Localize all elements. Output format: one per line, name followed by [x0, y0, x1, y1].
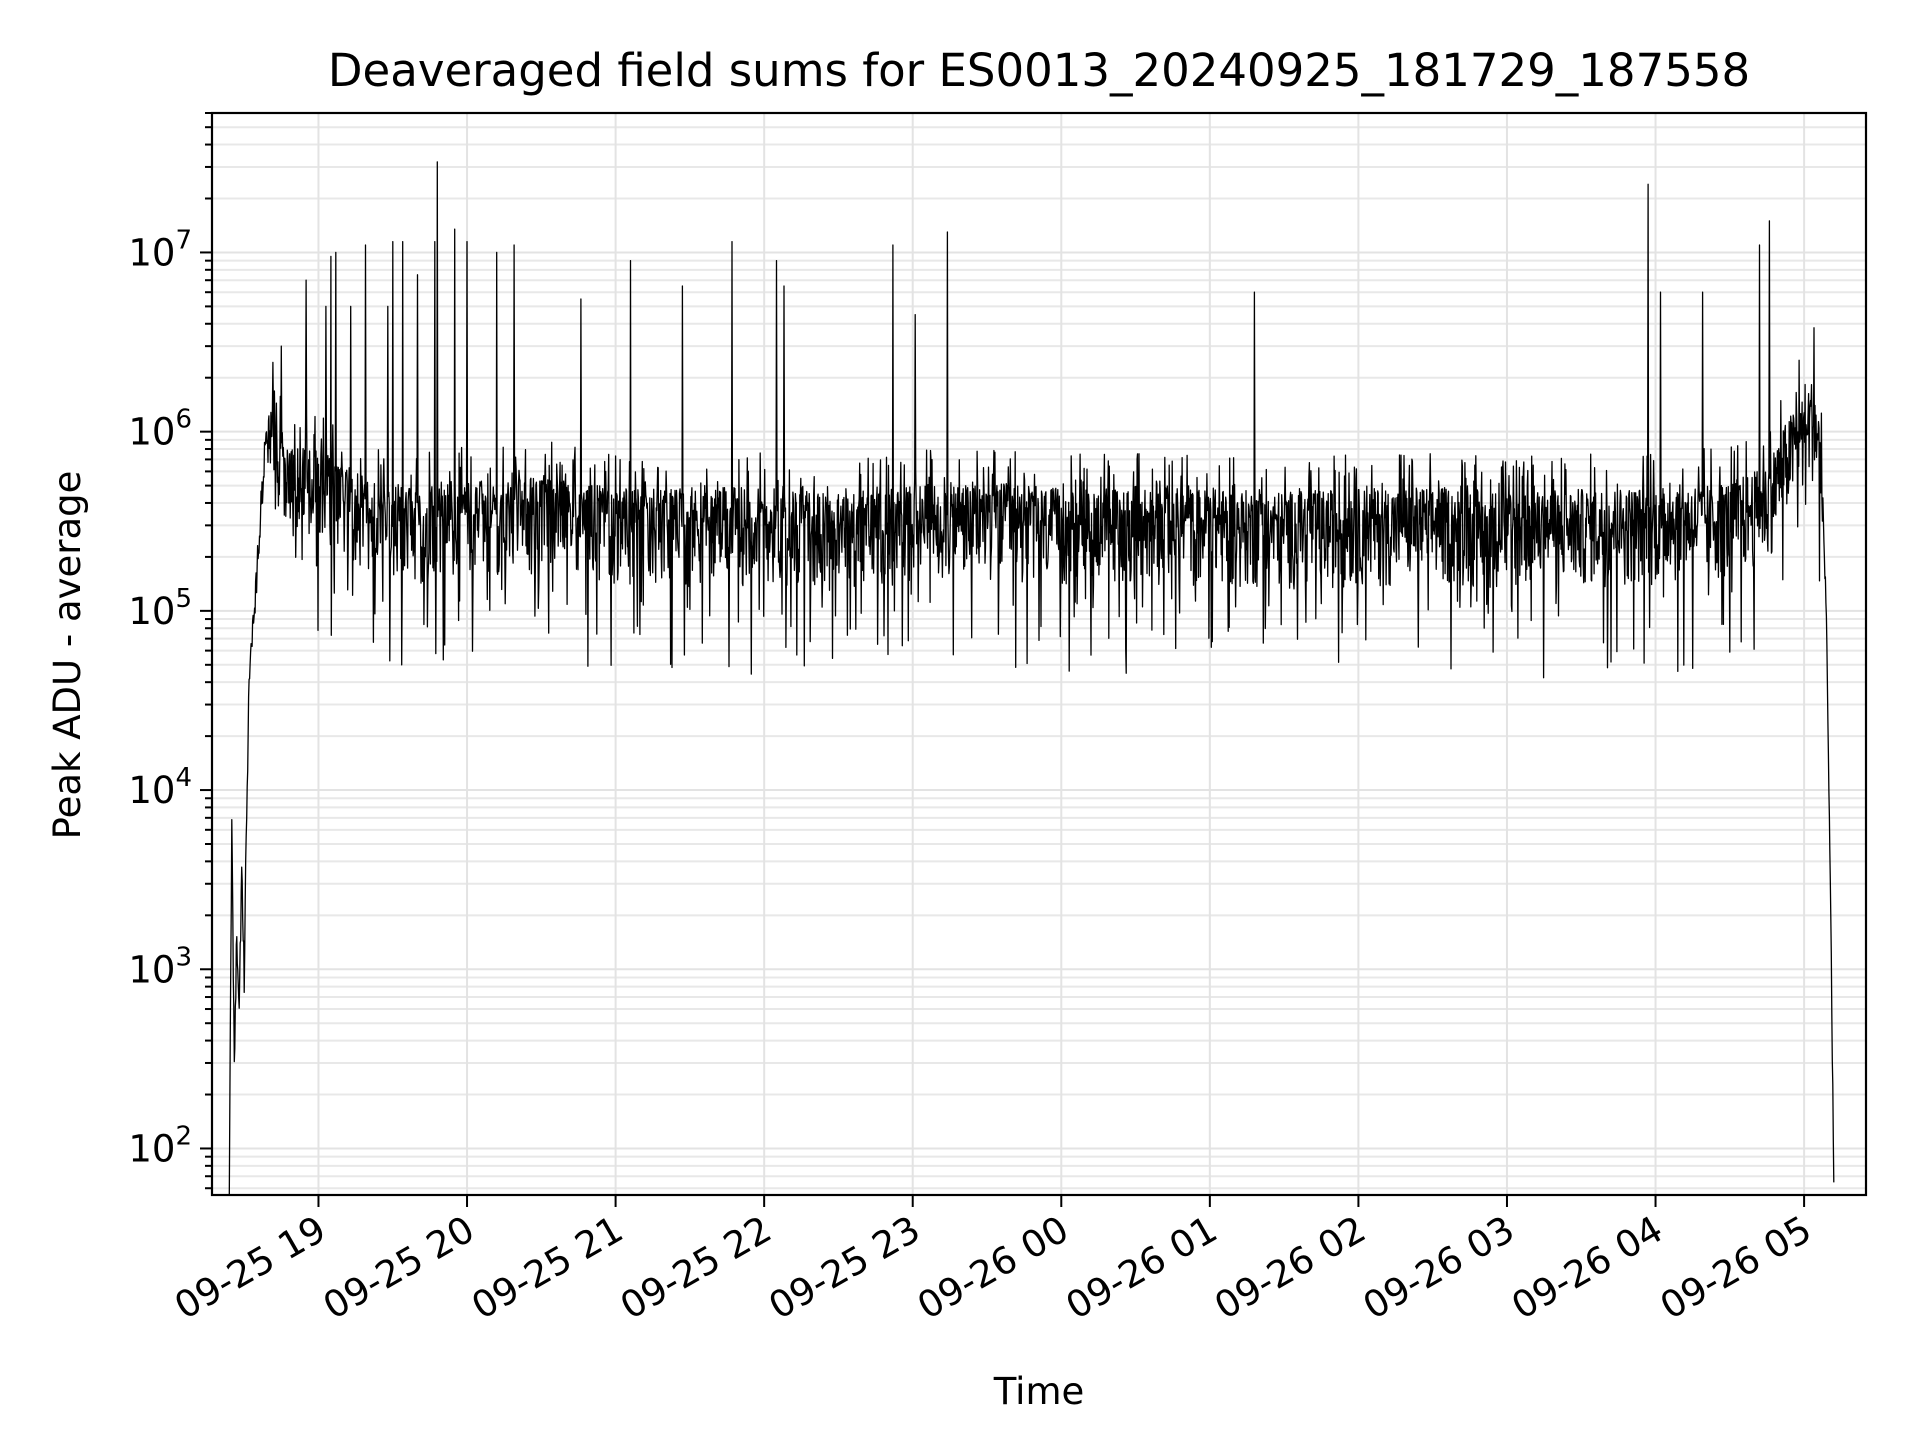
- y-tick-label: 105: [128, 584, 192, 633]
- x-tick-label: 09-26 01: [1059, 1208, 1225, 1328]
- x-tick-label: 09-25 20: [316, 1208, 482, 1328]
- x-tick-label: 09-26 04: [1504, 1208, 1670, 1328]
- y-tick-label: 106: [128, 405, 192, 454]
- x-tick-label: 09-25 21: [465, 1208, 631, 1328]
- data-series: [228, 161, 1835, 1196]
- x-tick-label: 09-26 02: [1207, 1208, 1373, 1328]
- x-tick-label: 09-25 19: [167, 1208, 333, 1328]
- series-line: [228, 161, 1835, 1196]
- x-tick-label: 09-25 23: [762, 1208, 928, 1328]
- x-axis-label: Time: [993, 1370, 1085, 1413]
- x-tick-label: 09-26 03: [1356, 1208, 1522, 1328]
- chart-title: Deaveraged field sums for ES0013_2024092…: [328, 44, 1750, 97]
- y-tick-label: 103: [128, 942, 192, 991]
- y-axis-label: Peak ADU - average: [46, 471, 89, 840]
- x-tick-label: 09-25 22: [613, 1208, 779, 1328]
- grid-lines: [212, 112, 1866, 1195]
- y-tick-label: 104: [128, 763, 192, 812]
- y-tick-label: 102: [128, 1121, 192, 1170]
- plot-frame: [210, 111, 1868, 1197]
- x-tick-label: 09-26 00: [910, 1208, 1076, 1328]
- x-tick-label: 09-26 05: [1653, 1208, 1819, 1328]
- y-axis-ticks: 102 103 104 105 106 107: [128, 112, 212, 1190]
- y-tick-label: 107: [128, 225, 192, 274]
